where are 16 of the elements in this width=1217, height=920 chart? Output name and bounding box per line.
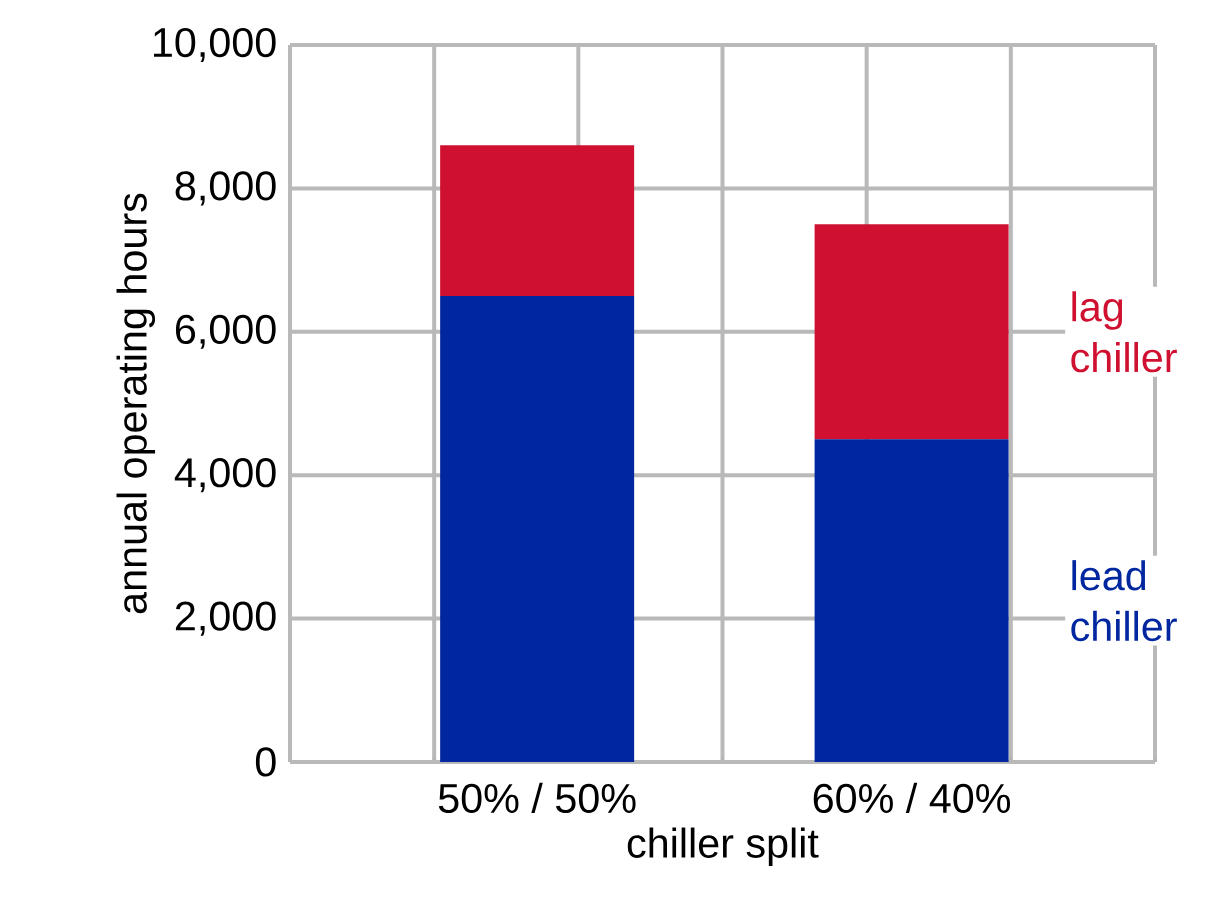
y-tick-label: 6,000 bbox=[175, 314, 276, 349]
x-tick-label: 50% / 50% bbox=[438, 782, 636, 814]
bar bbox=[440, 145, 635, 296]
bar bbox=[440, 295, 635, 762]
y-tick-label: 0 bbox=[255, 747, 276, 777]
y-axis-title: annual operating hours bbox=[116, 193, 156, 614]
x-axis-title: chiller split bbox=[627, 827, 819, 867]
y-tick-label: 2,000 bbox=[175, 601, 276, 636]
y-tick-label: 8,000 bbox=[175, 171, 276, 206]
bar bbox=[814, 439, 1009, 762]
bar bbox=[814, 224, 1009, 440]
x-tick-label: 60% / 40% bbox=[813, 782, 1011, 814]
series-label: lead chiller bbox=[1071, 560, 1177, 642]
y-tick-label: 4,000 bbox=[174, 458, 276, 493]
series-label: lag chiller bbox=[1071, 291, 1177, 373]
y-tick-label: 10,000 bbox=[154, 27, 276, 63]
